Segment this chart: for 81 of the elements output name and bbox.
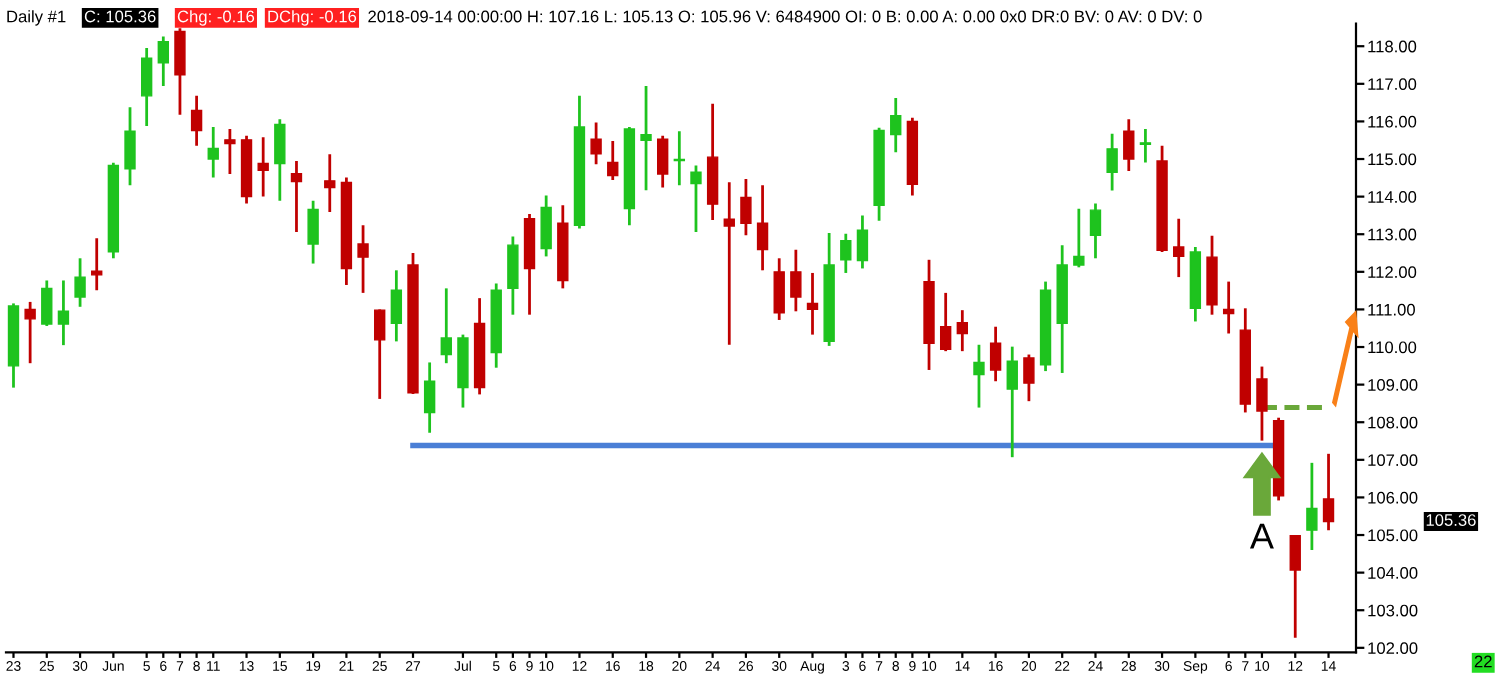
candlestick — [24, 300, 36, 365]
candlestick — [690, 164, 702, 234]
y-tick-label: 113.00 — [1368, 228, 1417, 241]
y-tick-label: 102.00 — [1368, 642, 1418, 655]
text: C: 105.36 — [84, 10, 156, 23]
candlestick — [856, 214, 869, 270]
text: 2018-09-14 00:00:00 H: 107.16 L: 105.13 O: 105.96 V: 6484900 OI: 0 B: 0.00 A: 0.00 0x0 DR:0 BV: 0 AV: 0 DV: 0 — [368, 10, 1202, 23]
y-tick-label: 111.00 — [1368, 303, 1415, 316]
candlestick — [390, 268, 403, 343]
candlestick — [140, 46, 153, 128]
y-tick-label: 114.00 — [1368, 191, 1417, 203]
y-tick-label: 115.00 — [1368, 153, 1417, 166]
candlestick — [224, 127, 236, 176]
y-tick-label: 117.00 — [1368, 78, 1417, 91]
candlestick — [1006, 345, 1018, 459]
candlestick — [740, 177, 752, 237]
candlestick — [440, 286, 452, 365]
candlestick — [157, 35, 169, 88]
candlestick — [773, 256, 785, 322]
candlestick — [1139, 127, 1152, 164]
candlestick — [290, 159, 303, 234]
candlestick — [840, 232, 852, 275]
y-tick-label: 108.00 — [1368, 416, 1418, 429]
candlestick — [590, 121, 602, 166]
candlestick — [1073, 207, 1085, 269]
candlestick — [1023, 353, 1035, 403]
candlestick — [607, 139, 619, 182]
candlestick — [507, 235, 519, 317]
candlestick — [274, 117, 286, 203]
candlestick — [640, 84, 652, 192]
candlestick — [1306, 461, 1318, 552]
candlestick — [1289, 533, 1301, 640]
candlestick — [1222, 280, 1235, 335]
candlestick — [790, 248, 802, 313]
candlestick — [307, 199, 319, 265]
candlestick — [1173, 217, 1185, 279]
candlestick — [1106, 132, 1118, 192]
candlestick — [1206, 234, 1218, 317]
candlestick — [207, 125, 219, 179]
y-tick-label: 106.00 — [1368, 491, 1418, 504]
y-tick-label: 116.00 — [1368, 115, 1417, 128]
y-tick-label: 118.00 — [1368, 40, 1417, 53]
candlestick — [706, 102, 719, 222]
candlestick — [1089, 202, 1102, 260]
candlestick — [956, 308, 969, 353]
y-tick-label: 104.00 — [1368, 567, 1418, 579]
candlestick — [374, 308, 386, 401]
candlestick — [540, 194, 552, 258]
candlestick — [74, 256, 86, 309]
candlestick — [1123, 117, 1135, 173]
candlestick — [190, 94, 203, 148]
candlestick — [1256, 365, 1268, 443]
y-tick-label: 112.00 — [1368, 266, 1417, 279]
candlestick — [174, 26, 186, 117]
y-tick-label: 110.00 — [1368, 341, 1417, 354]
annotation: Chg: -0.16 — [177, 10, 255, 26]
annotation: A — [1249, 523, 1274, 549]
chart-title: Daily #1 — [7, 10, 66, 26]
candlestick — [989, 325, 1002, 383]
candlestick — [806, 271, 819, 337]
candlestick — [1322, 452, 1335, 532]
text: 105.36 — [1426, 514, 1476, 526]
candlestick — [723, 180, 735, 347]
candlestick — [423, 361, 436, 435]
candlestick — [91, 236, 103, 292]
candlestick — [657, 134, 669, 189]
candlestick — [973, 343, 985, 409]
y-tick-label: 107.00 — [1368, 454, 1418, 467]
candlestick — [939, 291, 952, 353]
candlestick — [756, 183, 769, 272]
candlestick — [124, 105, 136, 187]
candlestick — [257, 135, 269, 199]
annotation: DChg: -0.16 — [268, 10, 357, 26]
candlestick — [890, 96, 902, 154]
candlestick — [324, 152, 336, 214]
candlestick — [357, 223, 369, 295]
candlestick — [57, 279, 70, 347]
y-tick-label: 105.00 — [1368, 529, 1418, 542]
y-tick-label: 109.00 — [1368, 379, 1418, 391]
candlestick — [41, 279, 53, 328]
y-tick-label: 103.00 — [1368, 604, 1418, 617]
